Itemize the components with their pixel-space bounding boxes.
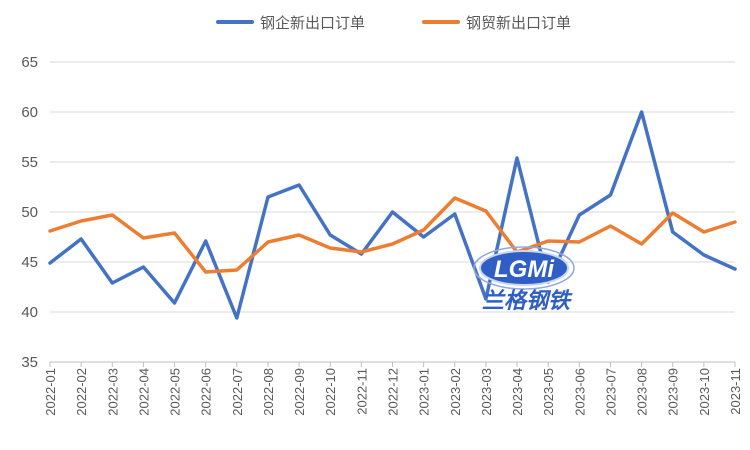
series-line-2 [48,196,737,274]
y-tick-label: 65 [21,54,38,71]
x-tick-label: 2023-03 [479,368,494,416]
x-tick-label: 2022-07 [230,368,245,416]
watermark-logo-text: LGMi [494,256,555,283]
x-tick-label: 2022-06 [199,368,214,416]
watermark-logo: LGMi 兰格钢铁 [473,246,575,314]
y-tick-label: 50 [21,204,38,221]
y-tick-label: 35 [21,354,38,371]
y-tick-label: 55 [21,154,38,171]
x-tick-label: 2022-09 [292,368,307,416]
legend: 钢企新出口订单 钢贸新出口订单 [216,14,571,32]
x-tick-label: 2023-05 [541,368,556,416]
watermark-logo-oval [479,250,569,286]
y-tick-label: 40 [21,304,38,321]
y-tick-label: 60 [21,104,38,121]
legend-label-series-2: 钢贸新出口订单 [466,14,571,32]
x-tick-label: 2022-01 [43,368,58,416]
x-axis [49,361,736,367]
x-tick-label: 2022-11 [354,368,369,415]
x-tick-label: 2023-10 [697,368,712,416]
x-tick-label: 2023-01 [417,368,432,416]
x-tick-labels: 2022-01 2022-02 2022-03 2022-04 2022-05 2022-… [43,368,743,416]
x-tick-label: 2022-03 [105,368,120,416]
gridlines [50,61,735,313]
x-tick-label: 2022-08 [261,368,276,416]
x-tick-label: 2023-04 [510,368,525,416]
x-tick-label: 2022-12 [386,368,401,416]
x-tick-label: 2022-05 [168,368,183,416]
watermark-caption: 兰格钢铁 [482,288,573,314]
x-tick-label: 2023-02 [448,368,463,416]
x-tick-label: 2022-10 [323,368,338,416]
x-tick-label: 2023-06 [572,368,587,416]
x-tick-label: 2022-02 [74,368,89,416]
legend-label-series-1: 钢企新出口订单 [260,14,365,32]
x-tick-label: 2023-11 [728,368,743,415]
y-tick-label: 45 [21,254,38,271]
series-line-1 [48,110,737,320]
x-tick-label: 2022-04 [136,368,151,416]
y-axis: 35 40 45 50 55 60 65 [21,54,38,371]
x-tick-label: 2023-08 [635,368,650,416]
series-lines [48,110,737,320]
watermark-logo-ring [473,246,575,290]
x-tick-label: 2023-09 [666,368,681,416]
x-tick-label: 2023-07 [603,368,618,416]
